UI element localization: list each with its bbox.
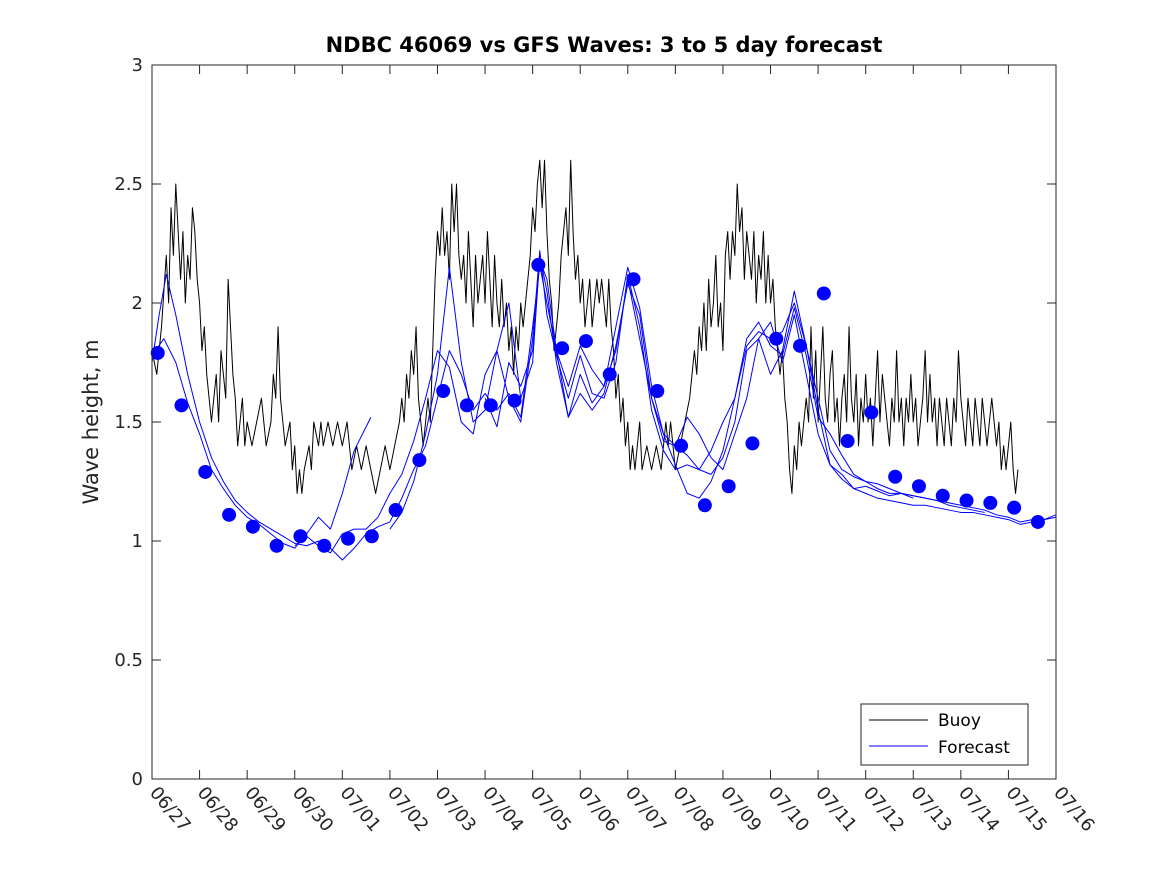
forecast-marker-28 <box>816 286 831 301</box>
forecast-marker-14 <box>483 398 498 413</box>
forecast-marker-25 <box>745 436 760 451</box>
forecast-marker-5 <box>269 538 284 553</box>
forecast-marker-10 <box>388 503 403 518</box>
forecast-marker-24 <box>721 479 736 494</box>
forecast-marker-18 <box>578 334 593 349</box>
chart-title: NDBC 46069 vs GFS Waves: 3 to 5 day fore… <box>326 33 883 57</box>
forecast-marker-37 <box>1030 514 1045 529</box>
y-tick-label-6: 3 <box>132 55 143 76</box>
buoy-series-line <box>151 159 1019 494</box>
series-layer <box>151 159 1057 561</box>
forecast-marker-6 <box>293 529 308 544</box>
y-tick-label-1: 0.5 <box>114 650 143 671</box>
forecast-marker-31 <box>888 469 903 484</box>
forecast-marker-35 <box>983 495 998 510</box>
forecast-markers <box>150 257 1045 553</box>
forecast-marker-23 <box>697 498 712 513</box>
forecast-marker-3 <box>222 507 237 522</box>
forecast-marker-11 <box>412 453 427 468</box>
axis-ticks <box>151 64 1057 780</box>
forecast-marker-15 <box>507 393 522 408</box>
forecast-series-line-5 <box>484 259 1057 525</box>
forecast-marker-13 <box>459 398 474 413</box>
forecast-marker-34 <box>959 493 974 508</box>
forecast-marker-33 <box>935 488 950 503</box>
forecast-marker-8 <box>341 531 356 546</box>
forecast-marker-19 <box>602 367 617 382</box>
forecast-marker-21 <box>650 384 665 399</box>
legend: Buoy Forecast <box>860 703 1029 766</box>
legend-label-forecast: Forecast <box>938 738 1010 758</box>
forecast-marker-29 <box>840 434 855 449</box>
forecast-marker-36 <box>1007 500 1022 515</box>
y-axis-label: Wave height, m <box>79 339 103 504</box>
forecast-marker-0 <box>150 345 165 360</box>
forecast-marker-22 <box>674 438 689 453</box>
forecast-marker-16 <box>531 257 546 272</box>
legend-label-buoy: Buoy <box>938 711 981 731</box>
forecast-marker-7 <box>317 538 332 553</box>
legend-box <box>860 703 1029 766</box>
y-tick-label-0: 0 <box>132 769 143 790</box>
y-tick-label-4: 2 <box>132 293 143 314</box>
forecast-marker-1 <box>174 398 189 413</box>
forecast-marker-9 <box>364 529 379 544</box>
forecast-series-line-4 <box>389 254 914 530</box>
forecast-marker-12 <box>436 384 451 399</box>
forecast-marker-4 <box>245 519 260 534</box>
forecast-marker-32 <box>911 479 926 494</box>
y-tick-label-3: 1.5 <box>114 412 143 433</box>
y-tick-label-5: 2.5 <box>114 174 143 195</box>
y-tick-labels: 0 0.5 1 1.5 2 2.5 3 <box>114 55 143 790</box>
y-tick-label-2: 1 <box>132 531 143 552</box>
forecast-marker-30 <box>864 405 879 420</box>
forecast-marker-20 <box>626 272 641 287</box>
forecast-marker-2 <box>198 464 213 479</box>
forecast-marker-17 <box>555 341 570 356</box>
forecast-marker-27 <box>793 338 808 353</box>
forecast-series-line-2 <box>151 338 372 549</box>
forecast-marker-26 <box>769 331 784 346</box>
